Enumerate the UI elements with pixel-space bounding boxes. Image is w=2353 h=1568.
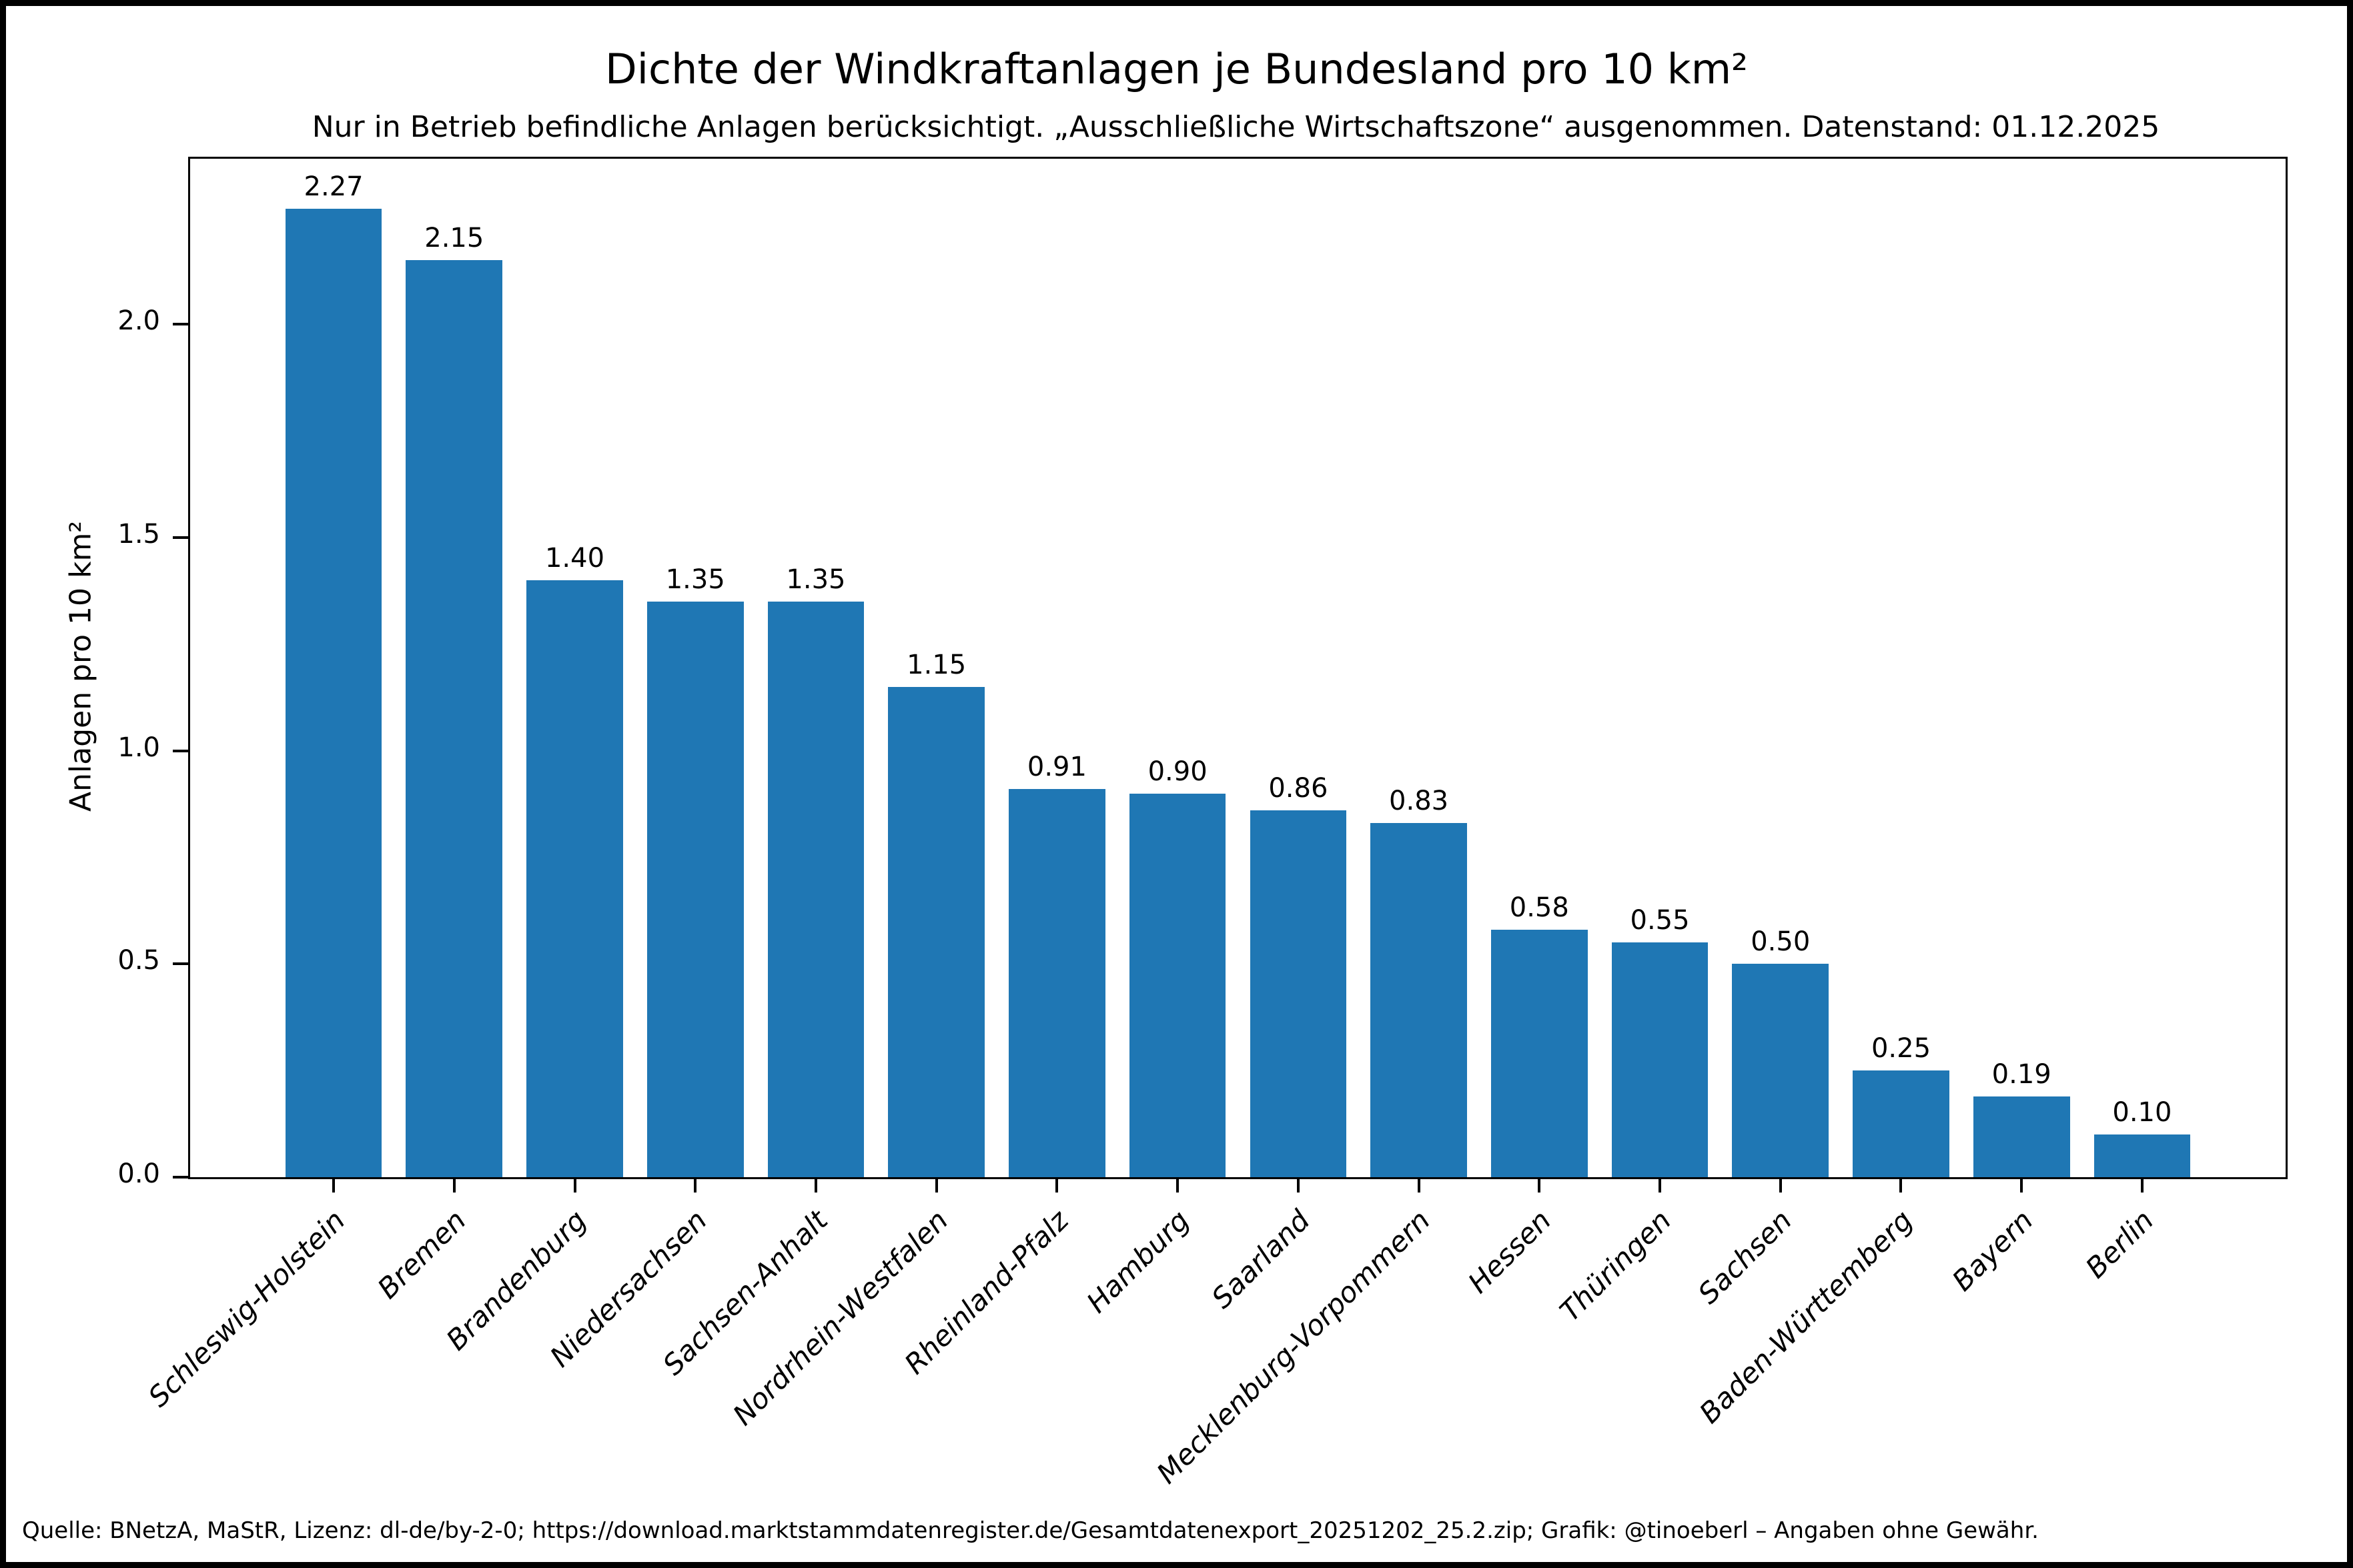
source-footer: Quelle: BNetzA, MaStR, Lizenz: dl-de/by-…: [22, 1517, 2039, 1544]
x-tick-mark: [1538, 1179, 1541, 1193]
x-tick-label: Hessen: [1461, 1204, 1557, 1300]
y-tick-mark: [173, 1176, 188, 1179]
chart-title: Dichte der Windkraftanlagen je Bundeslan…: [605, 45, 1748, 93]
x-tick-mark: [1899, 1179, 1903, 1193]
x-tick-mark: [332, 1179, 336, 1193]
y-tick-label: 0.0: [117, 1158, 160, 1189]
y-axis-label: Anlagen pro 10 km²: [63, 521, 98, 812]
bar-Rheinland-Pfalz: [1009, 789, 1105, 1177]
bar-value-label: 2.15: [424, 223, 484, 254]
x-tick-mark: [1417, 1179, 1420, 1193]
x-tick-mark: [2140, 1179, 2144, 1193]
bar-value-label: 0.91: [1027, 752, 1087, 783]
chart-subtitle: Nur in Betrieb befindliche Anlagen berüc…: [312, 110, 2160, 144]
x-tick-label: Sachsen: [1691, 1204, 1799, 1311]
x-tick-label: Hamburg: [1079, 1204, 1196, 1319]
x-tick-mark: [1779, 1179, 1782, 1193]
x-tick-mark: [694, 1179, 697, 1193]
bar-Baden-Württemberg: [1853, 1070, 1949, 1177]
bar-value-label: 1.35: [786, 564, 846, 595]
x-tick-mark: [1296, 1179, 1300, 1193]
y-tick-mark: [173, 749, 188, 752]
x-tick-label: Baden-Württemberg: [1693, 1204, 1919, 1430]
bar-value-label: 0.86: [1268, 773, 1328, 804]
bar-Saarland: [1250, 810, 1347, 1177]
y-tick-mark: [173, 323, 188, 326]
x-tick-label: Bremen: [370, 1204, 472, 1305]
bar-Nordrhein-Westfalen: [888, 686, 985, 1177]
bar-Niedersachsen: [646, 601, 744, 1177]
x-tick-mark: [1176, 1179, 1180, 1193]
bar-value-label: 1.35: [665, 564, 725, 595]
x-tick-mark: [935, 1179, 938, 1193]
bar-value-label: 0.55: [1630, 905, 1690, 936]
y-tick-mark: [173, 536, 188, 539]
y-tick-label: 0.5: [117, 945, 160, 976]
bar-Bremen: [406, 260, 503, 1177]
bar-value-label: 0.90: [1147, 756, 1208, 787]
x-tick-mark: [1659, 1179, 1662, 1193]
x-tick-mark: [1055, 1179, 1059, 1193]
bar-Hamburg: [1129, 793, 1226, 1177]
bar-Sachsen-Anhalt: [767, 601, 865, 1177]
x-tick-mark: [814, 1179, 817, 1193]
x-tick-label: Nordrhein-Westfalen: [726, 1204, 955, 1432]
bar-value-label: 0.58: [1509, 892, 1569, 924]
y-tick-label: 2.0: [117, 305, 160, 337]
x-tick-mark: [573, 1179, 576, 1193]
bar-value-label: 1.15: [907, 649, 967, 680]
bar-value-label: 2.27: [304, 171, 364, 203]
x-tick-label: Saarland: [1205, 1204, 1316, 1315]
bar-Berlin: [2093, 1134, 2191, 1177]
x-tick-label: Berlin: [2079, 1204, 2160, 1285]
bar-Mecklenburg-Vorpommern: [1370, 823, 1467, 1177]
bar-Bayern: [1973, 1096, 2070, 1177]
plot-area: 2.27 Schleswig-Holstein 2.15 Bremen 1.40 Bran…: [117, 157, 2288, 1490]
y-tick-mark: [173, 962, 188, 966]
x-tick-label: Thüringen: [1554, 1204, 1678, 1328]
x-tick-label: Schleswig-Holstein: [141, 1204, 352, 1413]
y-tick-label: 1.0: [117, 732, 160, 763]
bar-Brandenburg: [526, 580, 623, 1177]
bar-Sachsen: [1732, 964, 1829, 1177]
bar-Thüringen: [1611, 942, 1709, 1177]
x-tick-mark: [2020, 1179, 2023, 1193]
x-tick-label: Bayern: [1945, 1204, 2039, 1298]
bar-value-label: 0.25: [1871, 1033, 1931, 1064]
bar-value-label: 0.50: [1751, 926, 1811, 958]
bar-Hessen: [1491, 930, 1588, 1177]
bar-Schleswig-Holstein: [285, 209, 382, 1177]
x-tick-mark: [452, 1179, 456, 1193]
bar-value-label: 0.19: [1991, 1058, 2051, 1090]
y-tick-label: 1.5: [117, 518, 160, 550]
bar-value-label: 0.83: [1389, 786, 1449, 817]
bar-value-label: 0.10: [2112, 1097, 2172, 1128]
bar-value-label: 1.40: [544, 542, 605, 574]
